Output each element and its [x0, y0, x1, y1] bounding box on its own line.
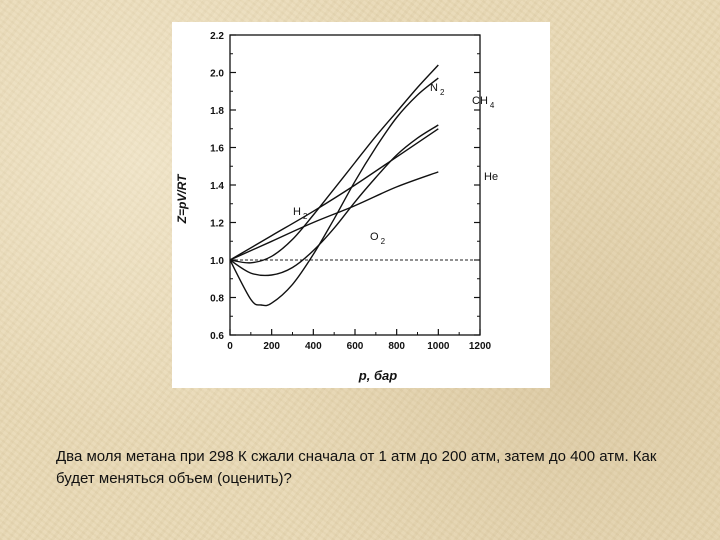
series-label-name: O [370, 231, 379, 243]
y-tick-label: 0.6 [210, 331, 224, 342]
y-tick-label: 1.8 [210, 106, 224, 117]
compressibility-chart: 0 200 400 600 800 1000 1200 0.6 0.8 1.0 1.2 1.4 1.6 1… [175, 31, 498, 383]
y-tick-label: 1.0 [210, 256, 224, 267]
series-line-he [229, 171, 439, 261]
question-text: Два моля метана при 298 К сжали сначала … [56, 448, 657, 487]
series-label-he: He [484, 171, 498, 183]
series-line-ch4 [229, 77, 439, 307]
x-tick-label: 1200 [469, 341, 492, 352]
series-line-n2 [229, 64, 439, 264]
series-line-o2 [229, 124, 439, 277]
y-tick-label: 2.0 [210, 69, 224, 80]
x-tick-label: 200 [263, 341, 280, 352]
y-tick-label: 1.4 [210, 181, 224, 192]
y-tick-label: 0.8 [210, 294, 224, 305]
x-tick-label: 1000 [427, 341, 450, 352]
series-label-ch4: CH 4 [472, 95, 495, 110]
series-label-subscript: 4 [490, 101, 495, 110]
x-tick-label: 0 [227, 341, 233, 352]
series-label-name: N [430, 82, 438, 94]
series-label-subscript: 2 [381, 237, 386, 246]
series-line-h2 [229, 128, 439, 261]
x-tick-label: 600 [347, 341, 364, 352]
y-axis-title: Z=pV/RT [175, 173, 189, 224]
series-layer [229, 64, 439, 307]
y-tick-label: 1.6 [210, 144, 224, 155]
y-tick-label: 2.2 [210, 31, 224, 42]
series-label-name: He [484, 171, 498, 183]
series-label-subscript: 2 [440, 88, 445, 97]
series-label-name: CH [472, 95, 488, 107]
chart-panel: 0 200 400 600 800 1000 1200 0.6 0.8 1.0 1.2 1.4 1.6 1… [172, 22, 550, 388]
series-label-name: H [293, 206, 301, 218]
x-tick-label: 400 [305, 341, 322, 352]
y-tick-label: 1.2 [210, 219, 224, 230]
ticks-layer: 0 200 400 600 800 1000 1200 0.6 0.8 1.0 1.2 1.4 1.6 1… [210, 31, 491, 352]
x-tick-label: 800 [388, 341, 405, 352]
series-label-subscript: 2 [303, 212, 308, 221]
x-axis-title: p, бар [358, 368, 397, 383]
